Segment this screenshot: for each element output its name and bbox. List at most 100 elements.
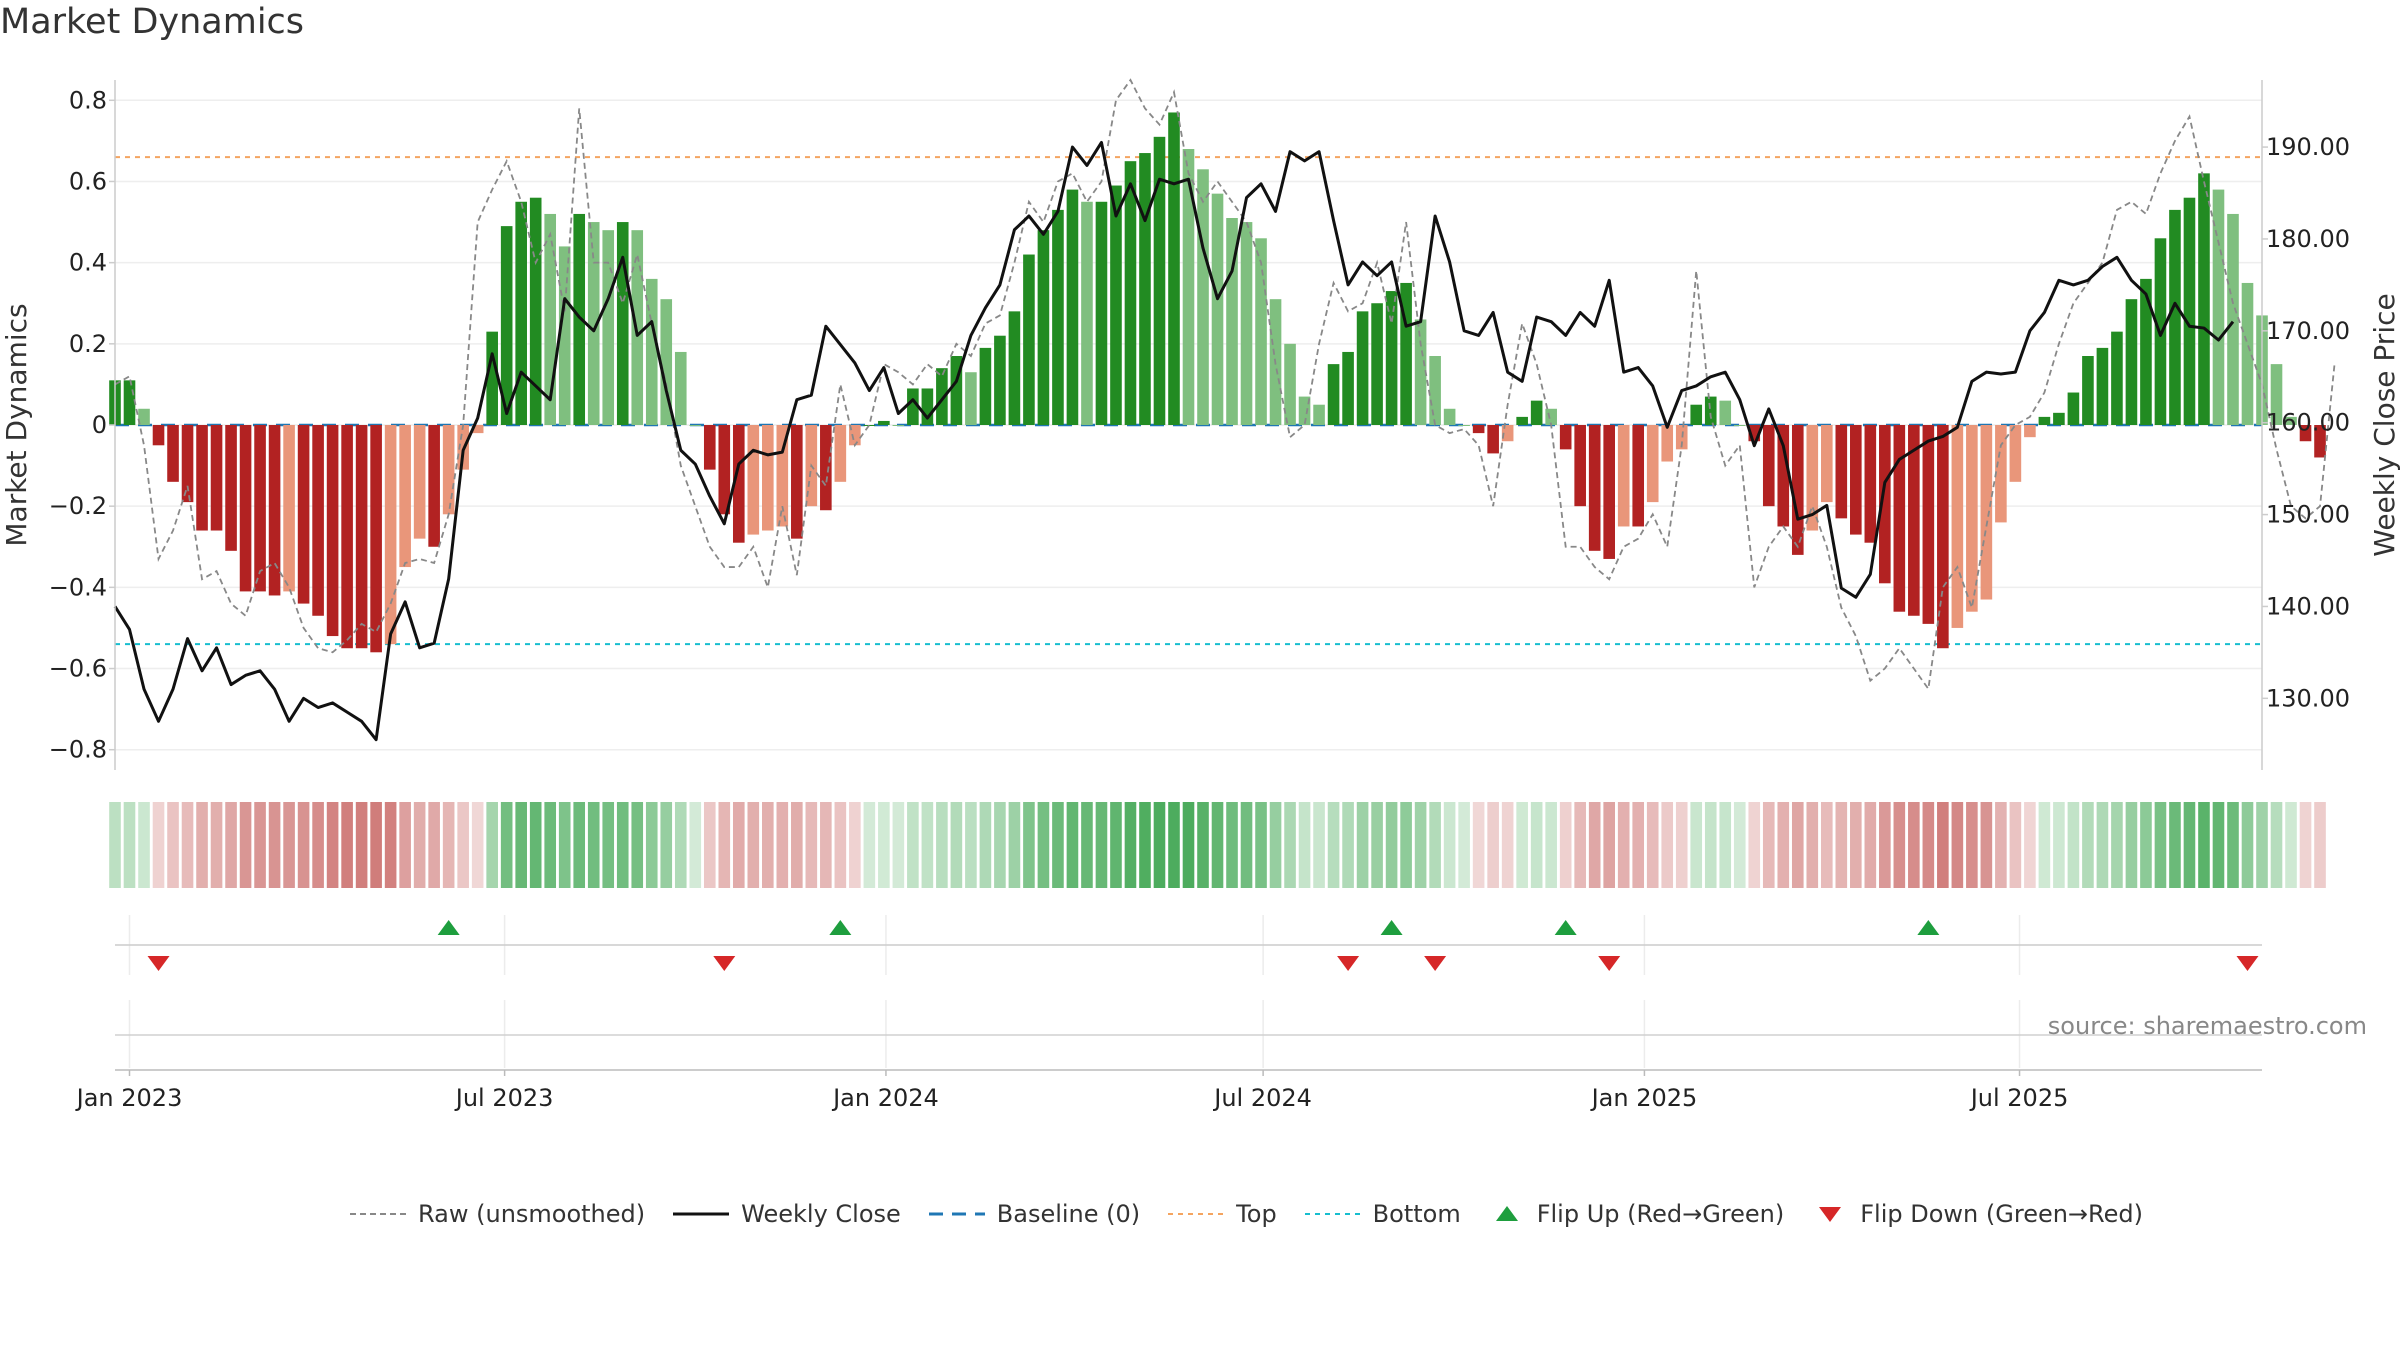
dynamics-bar xyxy=(225,425,237,551)
dynamics-bar xyxy=(1791,425,1804,555)
flip-down-marker xyxy=(2236,956,2259,971)
regime-cell xyxy=(1966,802,1978,888)
y-tick-label: −0.2 xyxy=(49,492,107,520)
legend-item-baseline: Baseline (0) xyxy=(928,1200,1140,1228)
raw-swatch-icon xyxy=(350,1204,418,1224)
dynamics-bar xyxy=(312,425,324,616)
regime-cell xyxy=(1806,802,1819,888)
regime-cell xyxy=(2227,802,2239,888)
close-series-line xyxy=(113,140,2235,742)
dynamics-bar xyxy=(689,425,702,426)
regime-cell xyxy=(1487,802,1499,888)
dynamics-bar xyxy=(123,380,136,425)
regime-cell xyxy=(1995,802,2007,888)
dynamics-bar xyxy=(1530,400,1543,425)
regime-cell xyxy=(616,802,629,888)
dynamics-bar xyxy=(907,388,919,425)
dynamics-bar xyxy=(863,425,876,426)
regime-cell xyxy=(1704,802,1717,888)
regime-cell xyxy=(1197,802,1209,888)
y-tick-label: 0.6 xyxy=(69,167,107,195)
dynamics-bar xyxy=(1342,351,1354,425)
y2-tick-label: 150.00 xyxy=(2266,501,2350,529)
regime-cell xyxy=(558,802,571,888)
dynamics-bar xyxy=(2038,416,2051,425)
dynamics-bar xyxy=(1472,425,1485,434)
market-dynamics-chart: 0.8 0.6 0.4 0.2 0 −0.2 −0.4 −0.6 −0.8 190.00 180.0… xyxy=(0,78,2400,1112)
dynamics-bar xyxy=(1733,425,1746,426)
regime-cell xyxy=(2038,802,2051,888)
regime-cell xyxy=(2009,802,2022,888)
regime-cell xyxy=(2125,802,2138,888)
dynamics-bar xyxy=(1646,425,1659,503)
bottom-swatch-icon xyxy=(1304,1204,1373,1224)
dynamics-bar xyxy=(2241,282,2254,425)
bars xyxy=(109,112,2326,653)
regime-cell xyxy=(167,802,179,888)
flip-up-marker xyxy=(829,920,852,935)
dynamics-bar xyxy=(1719,400,1732,425)
chart-title: Market Dynamics xyxy=(0,2,305,42)
regime-cell xyxy=(718,802,731,888)
dynamics-bar xyxy=(979,347,992,425)
regime-cell xyxy=(1791,802,1804,888)
regime-cell xyxy=(2082,802,2094,888)
close-swatch-icon xyxy=(673,1204,741,1224)
flip-up-marker xyxy=(1554,920,1577,935)
dynamics-bar xyxy=(1182,149,1195,425)
legend-label: Weekly Close xyxy=(741,1200,901,1228)
dynamics-bar xyxy=(1879,425,1891,584)
regime-cell xyxy=(268,802,281,888)
y-tick-label: 0 xyxy=(92,411,107,439)
regime-cell xyxy=(500,802,513,888)
flip-down-marker xyxy=(147,956,170,971)
regime-cell xyxy=(2053,802,2065,888)
dynamics-bar xyxy=(2067,392,2080,425)
regime-cell xyxy=(732,802,745,888)
dynamics-bar xyxy=(384,425,397,645)
baseline-swatch-icon xyxy=(928,1204,997,1224)
dynamics-bar xyxy=(1081,201,1093,425)
dynamics-bar xyxy=(645,278,658,425)
x-tick-label: Jul 2023 xyxy=(454,1084,554,1112)
dynamics-bar xyxy=(1850,425,1862,535)
axes: 0.8 0.6 0.4 0.2 0 −0.2 −0.4 −0.6 −0.8 190.00 180.0… xyxy=(49,80,2350,1112)
regime-cell xyxy=(1414,802,1427,888)
regime-cell xyxy=(196,802,208,888)
y-tick-label: −0.6 xyxy=(49,655,107,683)
regime-cell xyxy=(703,802,716,888)
raw-series xyxy=(114,78,2336,692)
y-tick-label: 0.4 xyxy=(69,249,107,277)
regime-cell xyxy=(1443,802,1456,888)
regime-cell xyxy=(2256,802,2268,888)
regime-cell xyxy=(544,802,557,888)
regime-cell xyxy=(1559,802,1572,888)
regime-cell xyxy=(1777,802,1790,888)
dynamics-bar xyxy=(239,425,252,592)
flip-down-marker xyxy=(1337,956,1360,971)
dynamics-bar xyxy=(297,425,310,604)
regime-cell xyxy=(1182,802,1195,888)
y-axis-title: Market Dynamics xyxy=(0,303,33,546)
regime-cell xyxy=(1385,802,1398,888)
dynamics-bar xyxy=(1966,425,1978,612)
y2-tick-label: 130.00 xyxy=(2266,684,2350,712)
regime-cell xyxy=(573,802,586,888)
dynamics-bar xyxy=(1951,425,1964,628)
regime-cell xyxy=(660,802,673,888)
y-tick-label: 0.8 xyxy=(69,86,107,114)
source-credit: source: sharemaestro.com xyxy=(2048,1012,2367,1040)
dynamics-bar xyxy=(1762,425,1775,507)
dynamics-bar xyxy=(1980,425,1993,600)
dynamics-bar xyxy=(355,425,368,649)
flip-markers xyxy=(147,920,2259,971)
regime-cell xyxy=(2024,802,2036,888)
legend-label: Flip Up (Red→Green) xyxy=(1536,1200,1785,1228)
top-swatch-icon xyxy=(1168,1204,1236,1224)
regime-cell xyxy=(1835,802,1848,888)
flip-up-marker xyxy=(1380,920,1403,935)
dynamics-bar xyxy=(1588,425,1601,551)
regime-cell xyxy=(965,802,977,888)
regime-cell xyxy=(2140,802,2152,888)
regime-cell xyxy=(1937,802,1949,888)
